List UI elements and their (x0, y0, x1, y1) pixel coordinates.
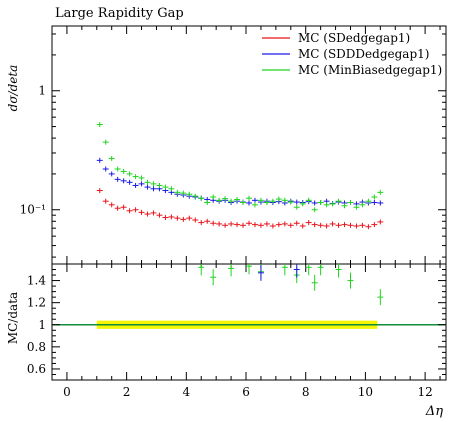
main-y-axis-label: dσ/deta (6, 65, 20, 112)
legend-entry: MC (MinBiasedgegap1) (298, 63, 442, 77)
y-tick-label: 10⁻¹ (20, 203, 46, 217)
x-tick-label: 2 (123, 385, 131, 399)
x-tick-label: 10 (358, 385, 373, 399)
series-group (96, 122, 384, 213)
x-tick-label: 8 (302, 385, 310, 399)
x-tick-label: 6 (242, 385, 250, 399)
y-tick-label: 0.8 (27, 340, 46, 354)
x-tick-label: 12 (417, 385, 432, 399)
main-plot-frame (51, 25, 447, 265)
main-x-ticks (66, 26, 441, 264)
y-tick-label: 1.2 (27, 296, 46, 310)
ratio-series-points (198, 264, 384, 306)
y-tick-label: 1 (38, 318, 46, 332)
x-tick-label: 0 (63, 385, 71, 399)
ratio-y-ticks: 0.6 0.8 1 1.2 1.4 (27, 269, 446, 376)
legend: MC (SDedgegap1) MC (SDDDedgegap1) MC (MinB… (262, 31, 442, 77)
ratio-series-group (198, 264, 384, 306)
chart-title: Large Rapidity Gap (55, 6, 184, 21)
y-tick-label: 1 (38, 84, 46, 98)
y-tick-label: 1.4 (27, 274, 46, 288)
x-axis-ticks: 0 2 4 6 8 10 12 (63, 264, 441, 399)
legend-entry: MC (SDedgegap1) (298, 31, 410, 45)
main-y-ticks: 1 10⁻¹ (20, 33, 446, 258)
x-axis-label: Δη (425, 404, 443, 419)
series-group (96, 188, 384, 230)
ratio-y-axis-label: MC/data (6, 292, 20, 344)
y-tick-label: 0.6 (27, 362, 46, 376)
ratio-uncertainty-band (52, 320, 446, 329)
ratio-series-group (257, 264, 300, 281)
x-tick-label: 4 (182, 385, 190, 399)
main-series-points (96, 122, 384, 230)
legend-entry: MC (SDDDedgegap1) (298, 47, 429, 61)
